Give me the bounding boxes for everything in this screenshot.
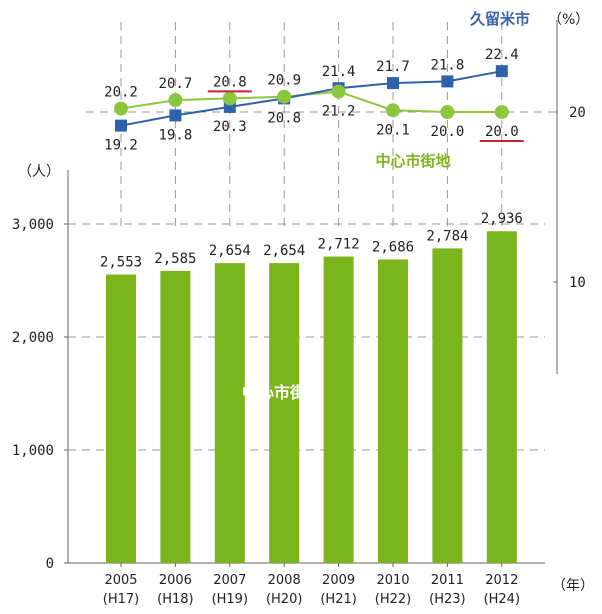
bar xyxy=(106,274,136,563)
x-axis-unit: （年） xyxy=(552,578,594,594)
bar xyxy=(160,270,191,563)
marker-circle xyxy=(440,105,455,119)
y-tick-label: 1,000 xyxy=(12,443,54,459)
x-tick-label: 2007 xyxy=(213,573,246,588)
bar-value-label: 2,784 xyxy=(426,228,468,244)
line-kurume xyxy=(120,70,502,127)
marker-circle xyxy=(331,84,346,99)
x-tick-label: 2008 xyxy=(268,573,301,588)
x-tick-label: 2011 xyxy=(431,573,464,588)
chushin-value-label: 20.0 xyxy=(485,124,519,140)
x-tick-label: 2012 xyxy=(485,573,518,588)
x-tick-sublabel: (H21) xyxy=(320,592,356,607)
bar xyxy=(432,248,463,563)
chushin-value-label: 20.1 xyxy=(376,122,410,138)
x-tick-label: 2009 xyxy=(322,573,355,588)
kurume-value-label: 20.3 xyxy=(213,119,247,135)
x-tick-sublabel: (H24) xyxy=(484,592,520,607)
bar xyxy=(486,231,517,563)
x-tick-label: 2010 xyxy=(376,573,409,588)
line-series xyxy=(114,65,524,142)
bar-value-label: 2,654 xyxy=(209,243,251,259)
marker-square xyxy=(115,119,127,132)
marker-circle xyxy=(222,91,237,106)
kurume-value-label: 21.7 xyxy=(376,59,410,75)
bar xyxy=(378,259,408,563)
bar-value-label: 2,654 xyxy=(263,243,305,259)
bar-series xyxy=(106,231,517,563)
bar-value-label: 2,686 xyxy=(372,239,414,255)
right-tick-label: 10 xyxy=(569,275,586,291)
marker-square xyxy=(387,77,399,90)
x-tick-sublabel: (H22) xyxy=(375,592,411,607)
right-axis-unit: （%） xyxy=(548,12,589,28)
marker-square xyxy=(441,75,454,88)
kurume-value-label: 22.4 xyxy=(485,47,519,63)
y-tick-label: 2,000 xyxy=(12,330,54,346)
bar xyxy=(269,263,300,563)
y-tick-label: 0 xyxy=(46,556,54,572)
kurume-value-label: 21.4 xyxy=(322,64,356,80)
grid-lines xyxy=(64,20,558,567)
y-axis-unit: （人） xyxy=(18,164,60,180)
marker-circle xyxy=(168,93,183,108)
bar-value-label: 2,712 xyxy=(318,237,360,253)
marker-square xyxy=(169,109,182,122)
bar xyxy=(323,256,354,563)
series-label-kurume: 久留米市 xyxy=(470,10,530,28)
bar-value-label: 2,936 xyxy=(481,211,523,227)
kurume-value-label: 19.8 xyxy=(159,127,193,143)
x-tick-label: 2005 xyxy=(104,573,137,588)
chushin-value-label: 20.2 xyxy=(104,85,138,101)
chushin-value-label: 21.2 xyxy=(322,104,356,120)
chushin-value-label: 20.0 xyxy=(431,124,465,140)
bar-value-label: 2,585 xyxy=(154,251,196,267)
kurume-value-label: 21.8 xyxy=(431,57,465,73)
marker-square xyxy=(495,65,508,78)
chart-labels: 0 1,000 2,000 3,000 （人） 10 20 （%） 2,553 2005 (H17)… xyxy=(12,10,594,607)
x-tick-sublabel: (H20) xyxy=(266,592,302,607)
chushin-value-label: 20.8 xyxy=(213,74,247,90)
bar-series-label: 中心市街地 xyxy=(242,383,322,402)
kurume-value-label: 19.2 xyxy=(104,138,138,154)
right-tick-label: 20 xyxy=(569,105,586,121)
x-tick-sublabel: (H19) xyxy=(212,592,248,607)
marker-circle xyxy=(494,105,509,119)
bar xyxy=(214,263,245,563)
marker-circle xyxy=(386,103,400,118)
x-tick-sublabel: (H18) xyxy=(157,592,193,607)
x-tick-sublabel: (H23) xyxy=(429,592,465,607)
x-tick-sublabel: (H17) xyxy=(103,592,139,607)
y-tick-label: 3,000 xyxy=(12,217,54,233)
bar-value-label: 2,553 xyxy=(100,255,142,271)
chushin-value-label: 20.9 xyxy=(267,73,301,89)
marker-circle xyxy=(277,89,292,104)
marker-circle xyxy=(114,101,128,116)
series-label-chushin: 中心市街地 xyxy=(375,152,450,170)
kurume-value-label: 20.8 xyxy=(267,110,301,126)
x-tick-label: 2006 xyxy=(159,573,192,588)
chushin-value-label: 20.7 xyxy=(159,76,193,92)
